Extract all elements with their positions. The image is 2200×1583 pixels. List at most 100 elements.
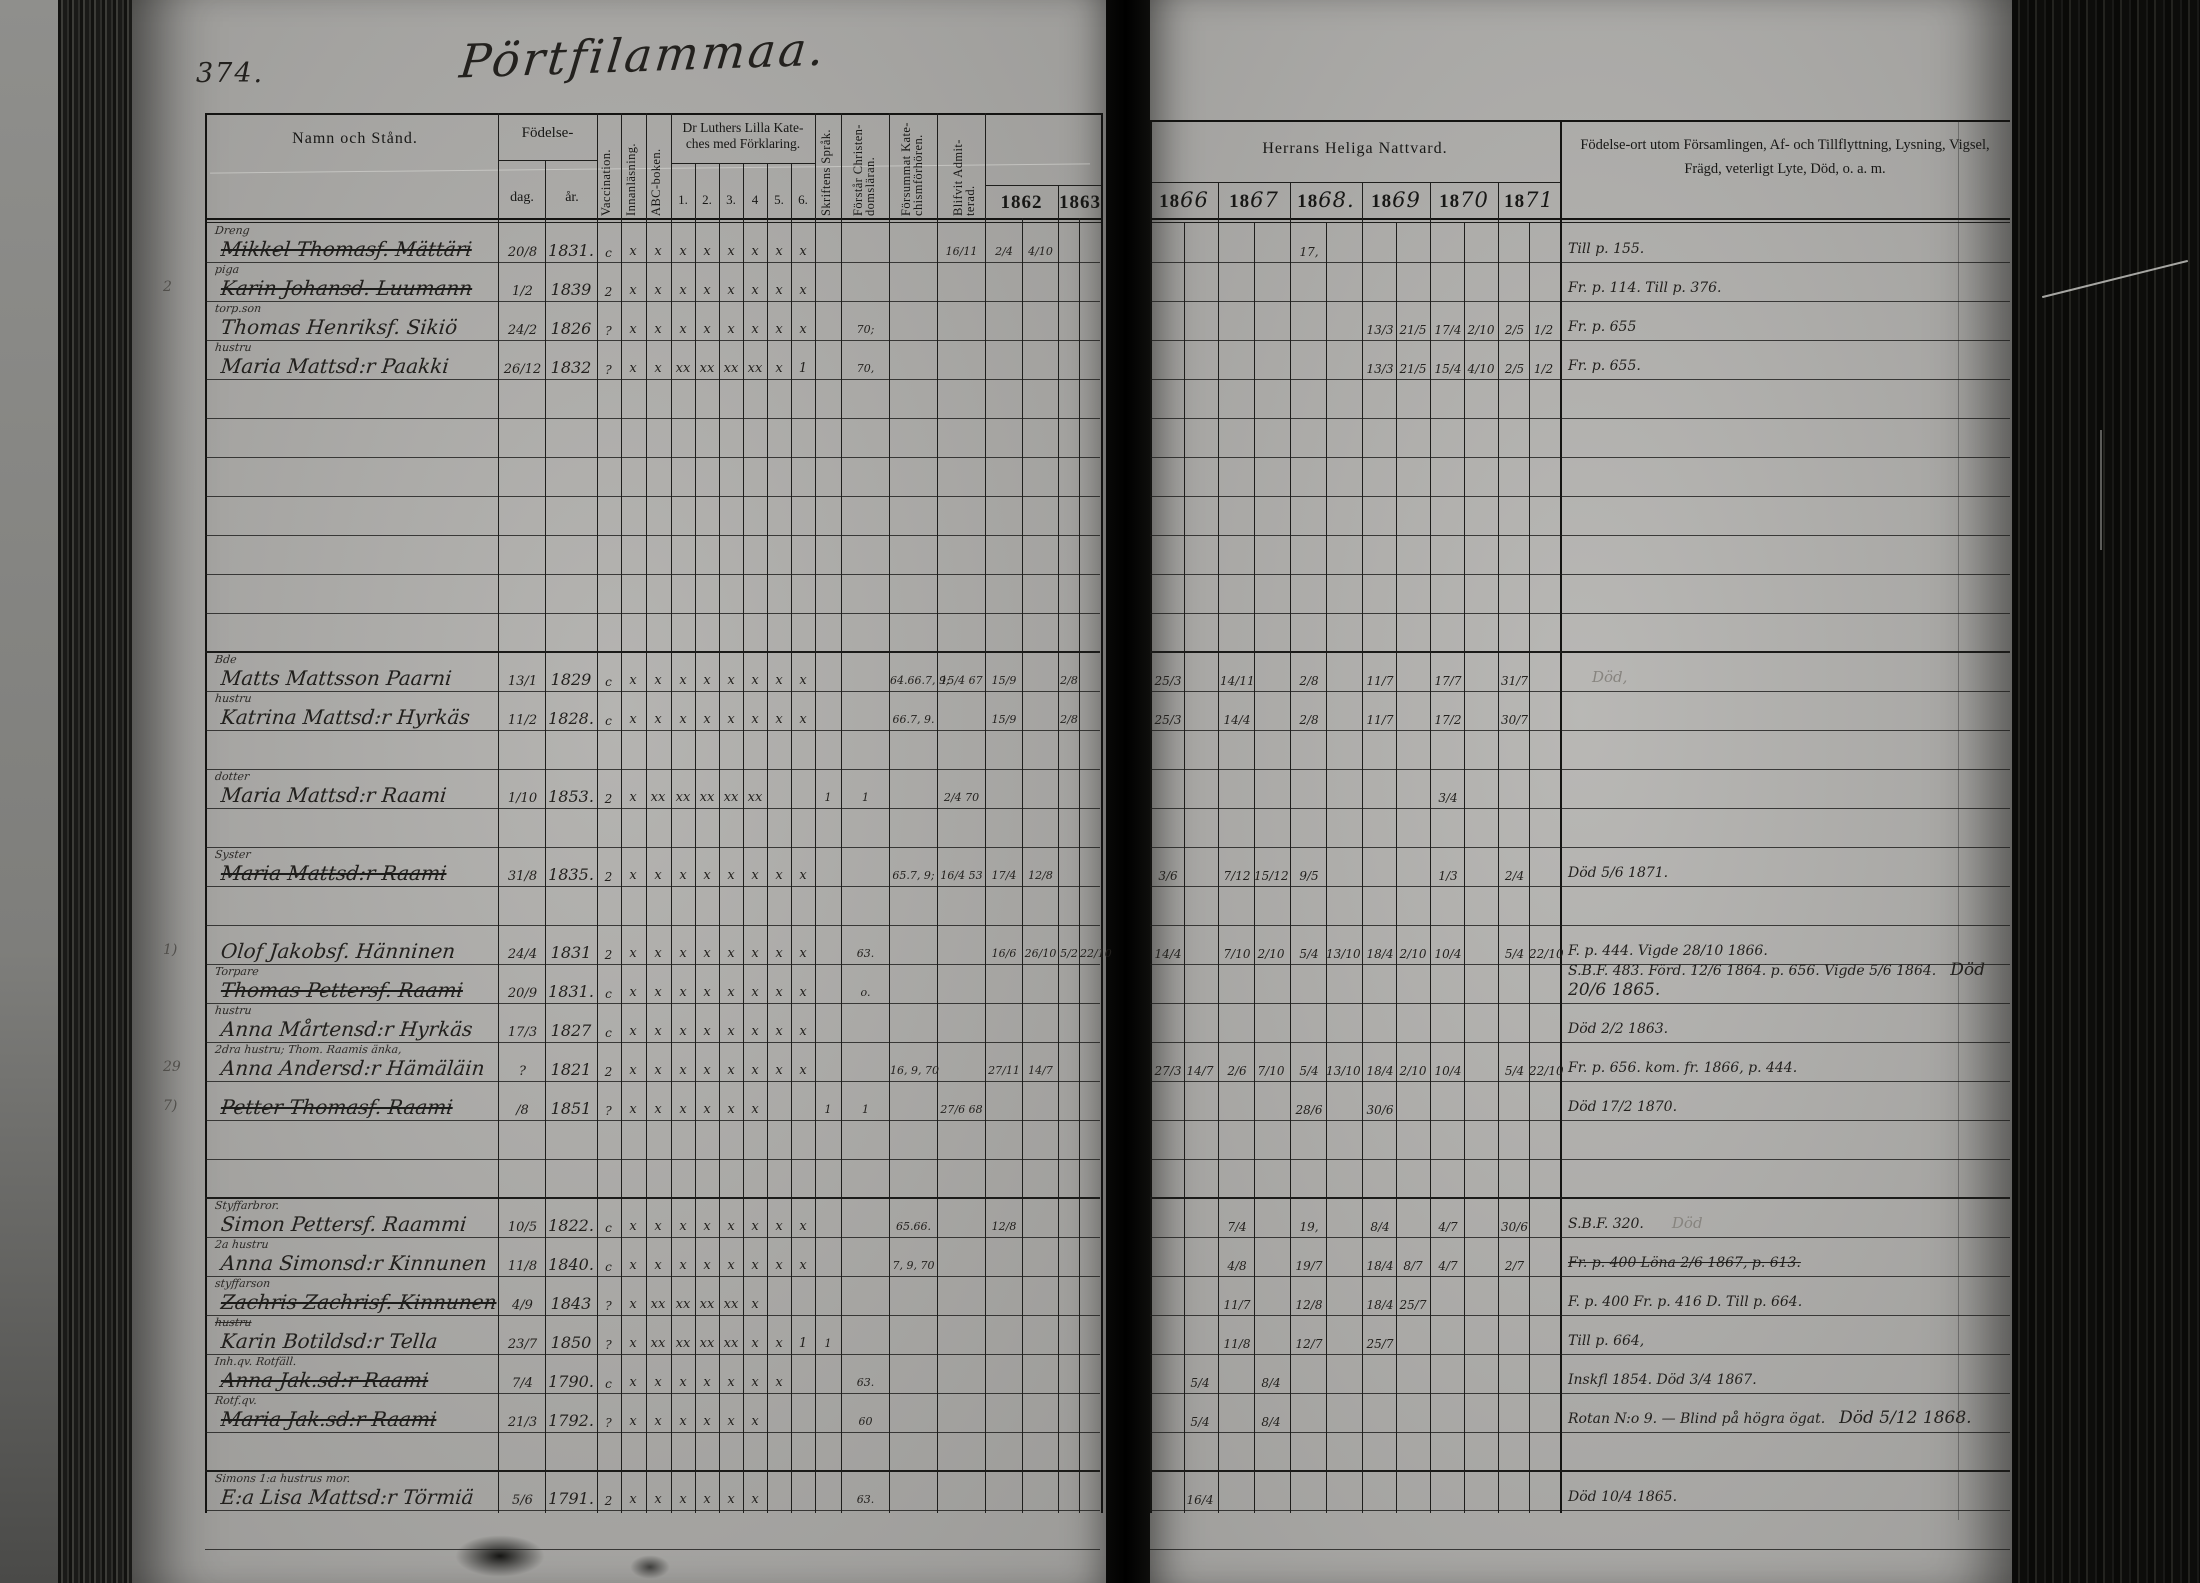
remarks-cell: Fr. p. 655.: [1568, 356, 1998, 376]
catechism-mark-5: x: [775, 712, 783, 727]
communion-1868-a: 5/4: [1299, 1064, 1319, 1078]
register-row-right: [1150, 419, 2010, 458]
reading-mark: x: [629, 946, 637, 961]
remarks-cell: [1568, 1136, 1998, 1156]
table-column-line: [1101, 113, 1103, 1513]
person-name: E:a Lisa Mattsd:r Törmiä: [219, 1485, 475, 1509]
register-left-page: [132, 0, 1106, 1583]
catechism-mark-6: x: [799, 1024, 807, 1039]
person-name: Maria Mattsd:r Raami: [219, 783, 448, 807]
register-row-right: [1150, 1121, 2010, 1160]
remark-text: Fr. p. 400 Löna 2/6 1867, p. 613.: [1568, 1255, 1801, 1271]
catechism-mark-5: x: [775, 985, 783, 1000]
reading-mark: x: [629, 1375, 637, 1390]
communion-1869-b: 25/7: [1399, 1298, 1427, 1312]
communion-1870-b: 4/10: [1467, 362, 1495, 376]
catechism-mark-6: x: [799, 946, 807, 961]
abc-mark: x: [654, 712, 662, 727]
catechism-mark-5: x: [775, 1063, 783, 1078]
scripture-language-mark: 1: [824, 791, 832, 804]
communion-1871-a: 30/6: [1501, 1220, 1528, 1234]
register-row: [205, 731, 1100, 770]
birth-column-header: Födelse-: [521, 125, 574, 141]
communion-1870-a: 4/7: [1438, 1220, 1458, 1234]
occupation-label: hustru: [214, 341, 253, 354]
birth-year: 1839: [550, 280, 592, 299]
table-column-line: [1529, 222, 1530, 1513]
abc-mark: x: [654, 1492, 662, 1507]
communion-1867-a: 4/8: [1227, 1259, 1247, 1273]
year-1862-mark-b: 4/10: [1028, 245, 1053, 258]
birth-year: 1850: [550, 1333, 592, 1352]
person-name: Maria Mattsd:r Raami: [219, 861, 448, 885]
remarks-cell: Död 17/2 1870.: [1568, 1097, 1998, 1117]
admitted-mark: 15/4 67: [940, 674, 983, 687]
remarks-cell: Död 2/2 1863.: [1568, 1019, 1998, 1039]
catechism-mark-5: x: [775, 1375, 783, 1390]
catechism-mark-5: x: [775, 1024, 783, 1039]
birth-day: 26/12: [503, 362, 542, 377]
reading-mark: x: [629, 868, 637, 883]
admitted-mark: 16/11: [945, 245, 978, 258]
birth-day: 5/6: [512, 1493, 533, 1508]
abc-mark: xx: [650, 1336, 666, 1351]
missed-catechism-mark: 65.66.: [896, 1220, 931, 1233]
birth-day: 1/2: [512, 284, 533, 299]
reading-mark: x: [629, 1336, 637, 1351]
page-fold-line: [1958, 120, 1959, 1520]
register-row: Inh.qv. Rotfäll. Anna Jak.sd:r Raami 7/4…: [205, 1355, 1100, 1394]
birth-year: 1831.: [548, 241, 594, 260]
remarks-cell: [1568, 1448, 1998, 1468]
missed-catechism-header: Försummat Kate- chismförhören.: [899, 122, 925, 216]
birth-day: 24/4: [507, 947, 538, 962]
catechism-mark-4: x: [751, 673, 759, 688]
catechism-col-6: 6.: [798, 192, 808, 207]
person-name: Katrina Mattsd:r Hyrkäs: [219, 705, 472, 729]
register-row-right: [1150, 731, 2010, 770]
birth-year: 1840.: [548, 1255, 594, 1274]
catechism-mark-1: xx: [675, 790, 691, 805]
communion-1869-a: 13/3: [1366, 323, 1394, 337]
register-row: hustru Maria Mattsd:r Paakki 26/12 1832 …: [205, 341, 1100, 380]
catechism-mark-2: xx: [699, 361, 715, 376]
vaccination-mark: c: [605, 714, 612, 728]
margin-note: 29: [163, 1059, 181, 1075]
person-name: Simon Pettersf. Raammi: [219, 1212, 468, 1236]
missed-catechism-mark: 66.7, 9.: [892, 713, 935, 726]
communion-1867-a: 14/11: [1220, 674, 1255, 688]
abc-mark: x: [654, 868, 662, 883]
person-name: Thomas Pettersf. Raami: [219, 978, 465, 1002]
abc-mark: x: [654, 322, 662, 337]
catechism-mark-6: x: [799, 283, 807, 298]
vaccination-mark: ?: [605, 1104, 612, 1118]
birth-year: 1821: [550, 1060, 592, 1079]
catechism-mark-4: x: [751, 322, 759, 337]
remark-text: Fr. p. 655.: [1568, 358, 1641, 374]
communion-1870-a: 3/4: [1438, 791, 1458, 805]
person-name: Matts Mattsson Paarni: [219, 666, 453, 690]
catechism-mark-1: x: [679, 1375, 687, 1390]
reading-mark: x: [629, 673, 637, 688]
catechism-mark-1: x: [679, 322, 687, 337]
understands-doctrine-mark: 70,: [856, 362, 875, 375]
remark-text: Död 17/2 1870.: [1568, 1099, 1678, 1115]
communion-1869-a: 18/4: [1366, 1259, 1394, 1273]
year-1866-header: 1866: [1159, 188, 1209, 212]
vaccination-mark: c: [605, 987, 612, 1001]
communion-1867-a: 7/12: [1223, 869, 1251, 883]
remarks-cell: F. p. 444. Vigde 28/10 1866.: [1568, 941, 1998, 961]
catechism-mark-3: x: [727, 1375, 735, 1390]
book-spine-shadow: [1106, 0, 1150, 1583]
communion-1870-a: 17/2: [1434, 713, 1462, 727]
remark-text: Rotan N:o 9. — Blind på högra ögat.: [1568, 1411, 1826, 1427]
understands-doctrine-mark: 63.: [856, 1376, 875, 1389]
catechism-mark-3: x: [727, 1414, 735, 1429]
catechism-mark-2: x: [703, 712, 711, 727]
catechism-mark-2: x: [703, 1024, 711, 1039]
catechism-mark-3: x: [727, 1219, 735, 1234]
catechism-mark-6: x: [799, 712, 807, 727]
birth-year: 1829: [550, 670, 592, 689]
remarks-cell: [1568, 1526, 1998, 1546]
table-column-line: [1079, 218, 1080, 1513]
communion-1871-a: 5/4: [1504, 947, 1525, 961]
